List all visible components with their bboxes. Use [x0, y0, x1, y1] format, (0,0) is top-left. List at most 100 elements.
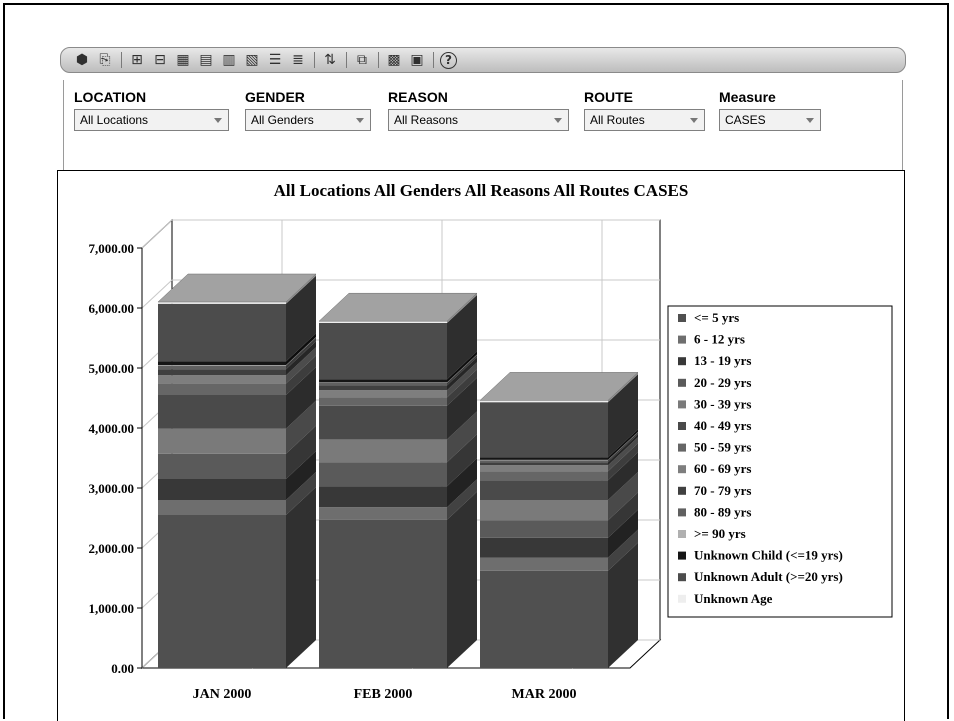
bar-segment-side	[286, 333, 316, 365]
bar-segment	[158, 515, 286, 668]
outer-frame	[3, 3, 949, 719]
rows-alt-icon[interactable]: ≣	[292, 52, 304, 68]
legend-swatch	[678, 335, 686, 344]
route-label: ROUTE	[584, 89, 633, 105]
y-tick-label: 0.00	[111, 661, 134, 676]
bar-top	[157, 273, 317, 303]
route-select[interactable]: All Routes	[584, 109, 705, 131]
bar-segment	[319, 519, 447, 668]
legend-label: 50 - 59 yrs	[694, 440, 751, 455]
x-tick-label: JAN 2000	[193, 687, 252, 702]
bar-segment-side	[608, 429, 638, 460]
legend-box	[667, 305, 893, 618]
hierarchy-up-icon[interactable]: ⊞	[131, 52, 143, 68]
bar-segment-side	[608, 431, 638, 461]
legend-swatch	[678, 486, 686, 495]
bar-segment	[319, 323, 447, 380]
bar-top	[479, 372, 639, 401]
bar-segment	[319, 507, 447, 520]
rows-icon[interactable]: ☰	[268, 52, 282, 68]
gender-filter: GENDER All Genders	[245, 88, 371, 131]
bar-segment	[480, 557, 608, 571]
reason-value: All Reasons	[394, 113, 459, 127]
y-tick-label: 3,000.00	[89, 481, 135, 496]
bar-segment	[480, 459, 608, 461]
legend-label: 6 - 12 yrs	[694, 332, 745, 347]
reason-select[interactable]: All Reasons	[388, 109, 569, 131]
measure-select[interactable]: CASES	[719, 109, 821, 131]
bar-segment-side	[447, 351, 477, 383]
y-tick-label: 2,000.00	[89, 541, 135, 556]
bar-segment-side	[447, 434, 477, 487]
bar-top	[318, 292, 478, 322]
bar-segment-side	[608, 472, 638, 521]
legend-swatch	[678, 400, 686, 409]
bar-segment	[158, 375, 286, 384]
location-filter: LOCATION All Locations	[74, 88, 229, 131]
bar-segment	[319, 390, 447, 398]
help-icon[interactable]: ?	[440, 51, 457, 69]
bar-segment	[480, 465, 608, 472]
bar-segment-side	[608, 452, 638, 500]
bar-segment-side	[447, 458, 477, 508]
bar-segment	[480, 402, 608, 458]
legend-label: Unknown Child (<=19 yrs)	[694, 548, 843, 563]
gender-select[interactable]: All Genders	[245, 109, 371, 131]
table-ab-icon[interactable]: ▤	[199, 52, 213, 68]
chevron-down-icon	[356, 118, 364, 123]
reason-label: REASON	[388, 89, 448, 105]
legend-swatch	[678, 530, 686, 538]
gender-label: GENDER	[245, 89, 305, 105]
toolbar-separator	[346, 52, 347, 68]
legend-label: 13 - 19 yrs	[694, 353, 751, 368]
bar-stack	[318, 292, 478, 668]
chevron-down-icon	[554, 118, 562, 123]
filter-panel: LOCATION All Locations GENDER All Gender…	[63, 80, 903, 170]
legend-label: 30 - 39 yrs	[694, 396, 751, 411]
chevron-down-icon	[690, 118, 698, 123]
bar-segment-side	[286, 487, 316, 668]
export-icon[interactable]: ⧉	[357, 52, 367, 68]
bar-segment-side	[447, 293, 477, 323]
bar-segment-side	[447, 362, 477, 398]
reason-filter: REASON All Reasons	[388, 88, 569, 131]
legend-swatch	[678, 422, 686, 430]
measure-label: Measure	[719, 89, 776, 105]
chart-icon[interactable]: ▩	[387, 52, 401, 68]
table-icon[interactable]: ▦	[176, 52, 190, 68]
legend-swatch	[678, 573, 686, 582]
bar-segment	[158, 479, 286, 500]
bar-segment-side	[286, 347, 316, 384]
bar-segment-side	[447, 354, 477, 383]
bar-segment-side	[608, 437, 638, 472]
bar-segment	[158, 361, 286, 365]
gridline	[141, 219, 173, 249]
bar-segment	[319, 379, 447, 383]
bar-segment-side	[447, 369, 477, 406]
gridline	[141, 279, 173, 309]
toolbar-separator	[121, 52, 122, 68]
bar-segment-side	[447, 295, 477, 380]
bar-segment	[158, 383, 286, 395]
legend-swatch	[678, 314, 686, 322]
legend-label: <= 5 yrs	[694, 310, 739, 325]
bar-segment	[158, 428, 286, 454]
table-xy-icon[interactable]: ▧	[245, 52, 259, 68]
route-value: All Routes	[590, 113, 645, 127]
location-label: LOCATION	[74, 89, 147, 105]
chevron-down-icon	[806, 118, 814, 123]
x-tick-label: MAR 2000	[512, 687, 577, 702]
bar-segment-side	[608, 529, 638, 571]
open-icon[interactable]: ⎘	[99, 52, 111, 68]
legend: <= 5 yrs 6 - 12 yrs 13 - 19 yrs 20 - 29 yrs…	[667, 305, 893, 618]
location-select[interactable]: All Locations	[74, 109, 229, 131]
cube-icon[interactable]: ⬢	[75, 52, 89, 68]
legend-label: 60 - 69 yrs	[694, 461, 751, 476]
table-x3-icon[interactable]: ▥	[222, 52, 236, 68]
bar-segment	[319, 397, 447, 406]
bar-segment	[319, 486, 447, 508]
hierarchy-down-icon[interactable]: ⊟	[154, 52, 166, 68]
calendar-icon[interactable]: ▣	[410, 52, 424, 68]
bar-segment-side	[608, 372, 638, 403]
sort-icon[interactable]: ⇅	[324, 52, 336, 68]
